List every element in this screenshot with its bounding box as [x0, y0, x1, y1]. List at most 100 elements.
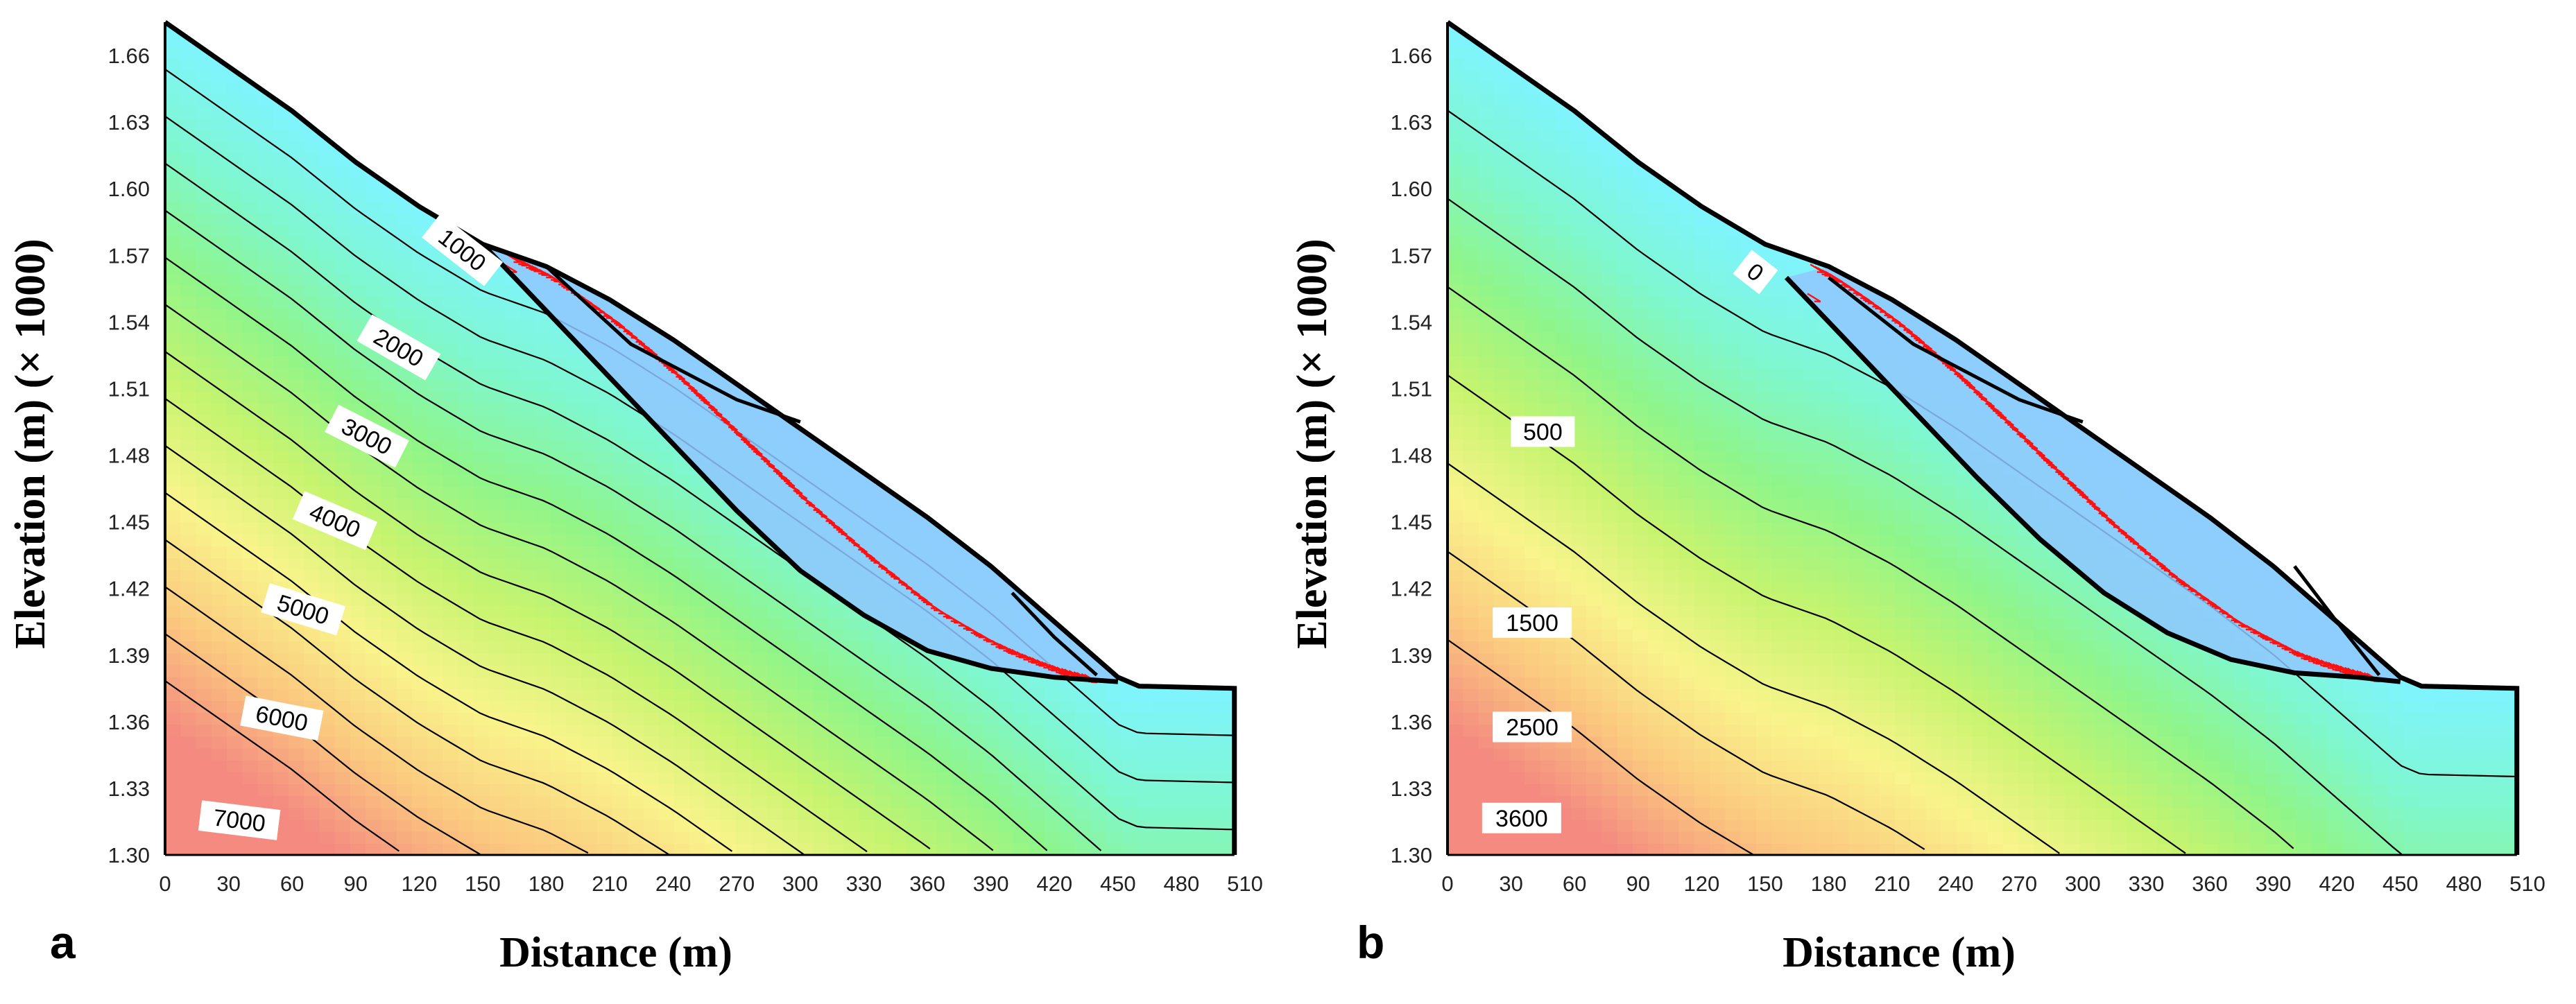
field-cell: [427, 379, 443, 392]
field-cell: [397, 462, 413, 475]
field-cell: [1214, 105, 1230, 118]
field-cell: [798, 677, 814, 689]
field-cell: [381, 296, 397, 309]
field-cell: [936, 320, 952, 332]
field-cell: [998, 784, 1014, 796]
field-cell: [165, 82, 181, 94]
field-cell: [1060, 439, 1076, 451]
field-cell: [289, 272, 304, 284]
field-cell: [983, 439, 999, 451]
field-cell: [1153, 200, 1169, 213]
field-cell: [1122, 355, 1137, 367]
field-cell: [1045, 557, 1061, 570]
field-cell: [705, 736, 721, 748]
field-cell: [813, 652, 829, 665]
field-cell: [597, 129, 613, 141]
field-cell: [766, 165, 782, 178]
field-cell: [566, 522, 582, 535]
field-cell: [489, 736, 505, 748]
field-cell: [273, 82, 289, 94]
field-cell: [1029, 153, 1045, 166]
field-cell: [1045, 308, 1061, 320]
field-cell: [535, 320, 551, 332]
field-cell: [689, 129, 705, 141]
field-cell: [1199, 807, 1214, 820]
field-cell: [875, 391, 891, 404]
field-cell: [350, 677, 366, 689]
field-cell: [381, 260, 397, 272]
field-cell: [875, 736, 891, 748]
field-cell: [1106, 46, 1122, 58]
field-cell: [443, 141, 458, 154]
field-cell: [1075, 510, 1091, 522]
field-cell: [458, 331, 474, 344]
field-cell: [335, 546, 351, 558]
field-cell: [1122, 272, 1137, 284]
field-cell: [180, 677, 196, 689]
field-cell: [952, 522, 968, 535]
field-cell: [906, 308, 922, 320]
field-cell: [412, 213, 428, 225]
field-cell: [1168, 760, 1184, 772]
field-cell: [381, 724, 397, 736]
field-cell: [489, 200, 505, 213]
field-cell: [289, 415, 304, 427]
field-cell: [1214, 843, 1230, 856]
field-cell: [921, 474, 937, 487]
field-cell: [582, 581, 598, 594]
field-cell: [890, 391, 906, 404]
field-cell: [165, 795, 181, 808]
field-cell: [1045, 486, 1061, 499]
field-cell: [474, 82, 490, 94]
field-cell: [1183, 320, 1199, 332]
field-cell: [968, 46, 984, 58]
field-cell: [489, 843, 505, 856]
field-cell: [520, 200, 536, 213]
field-cell: [674, 236, 690, 249]
field-cell: [381, 594, 397, 606]
field-cell: [1153, 605, 1169, 618]
field-cell: [952, 510, 968, 522]
field-cell: [859, 296, 875, 309]
field-cell: [689, 105, 705, 118]
field-cell: [1168, 70, 1184, 83]
field-cell: [628, 534, 644, 546]
field-cell: [1214, 391, 1230, 404]
field-cell: [458, 200, 474, 213]
field-cell: [566, 664, 582, 677]
field-cell: [366, 712, 381, 725]
field-cell: [397, 498, 413, 510]
field-cell: [582, 260, 598, 272]
field-cell: [165, 748, 181, 761]
field-cell: [443, 594, 458, 606]
field-cell: [1214, 498, 1230, 510]
field-cell: [844, 117, 860, 130]
field-cell: [165, 820, 181, 832]
field-cell: [1091, 689, 1107, 701]
field-cell: [659, 70, 675, 83]
field-cell: [242, 343, 258, 356]
field-cell: [644, 225, 660, 237]
field-cell: [165, 474, 181, 487]
field-cell: [736, 605, 752, 618]
field-cell: [1230, 629, 1246, 641]
field-cell: [659, 153, 675, 166]
field-cell: [674, 474, 690, 487]
field-cell: [1045, 462, 1061, 475]
field-cell: [520, 736, 536, 748]
field-cell: [798, 272, 814, 284]
field-cell: [458, 486, 474, 499]
field-cell: [381, 391, 397, 404]
field-cell: [381, 522, 397, 535]
field-cell: [350, 94, 366, 106]
field-cell: [674, 70, 690, 83]
field-cell: [844, 58, 860, 70]
field-cell: [890, 403, 906, 415]
field-cell: [1075, 594, 1091, 606]
field-cell: [1029, 272, 1045, 284]
field-cell: [644, 843, 660, 856]
field-cell: [582, 200, 598, 213]
field-cell: [1183, 248, 1199, 261]
field-cell: [1106, 367, 1122, 380]
field-cell: [921, 225, 937, 237]
